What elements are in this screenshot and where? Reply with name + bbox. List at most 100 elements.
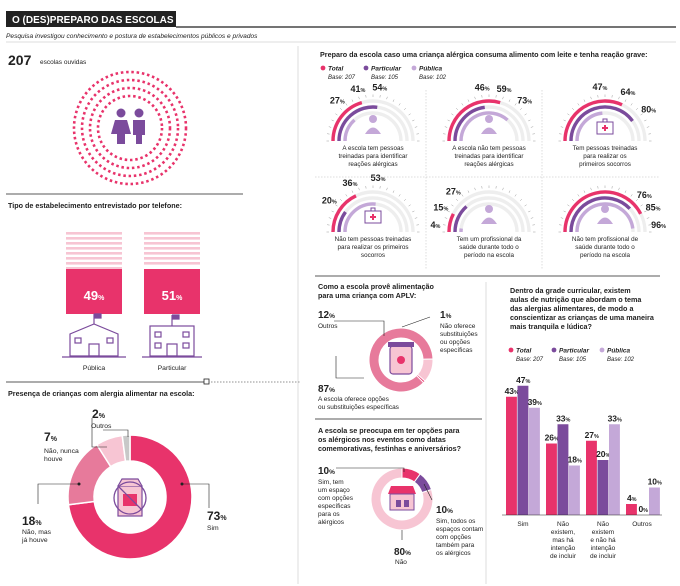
gauge-value-number: 27: [446, 186, 456, 196]
gauge-tick: [345, 194, 348, 197]
nutrition-bar-value-number: 26: [545, 433, 555, 443]
gauge-tick: [403, 198, 407, 202]
gauge-caption: Tem pessoas treinadas para realizar os pri…: [573, 145, 638, 168]
svg-text:Base: 102: Base: 102: [607, 357, 635, 363]
gauge-arc-particular: [569, 105, 634, 142]
school-type-stripe: [66, 252, 122, 255]
gauge-tick: [567, 113, 570, 116]
gauge-arc-particular: [453, 205, 468, 233]
school-type-stripes-publica: [66, 232, 122, 270]
nutrition-bar-value-unit: %: [554, 437, 559, 443]
gauge-tick: [502, 96, 504, 100]
gauge-tick: [447, 210, 450, 213]
gauge-track: [459, 202, 519, 233]
nutrition-bar-value: 18%: [568, 455, 582, 465]
gauge-tick: [577, 103, 580, 106]
gauge-tick: [635, 107, 639, 111]
gauge-arc-publica: [343, 118, 356, 142]
nutrition-bar-value-number: 47: [516, 375, 526, 385]
gauge-value-publica: 53%: [371, 173, 386, 183]
food-provision-donut: [368, 327, 434, 393]
gauge-tick: [461, 194, 464, 197]
gauge-caption-line: período na escola: [580, 252, 631, 259]
gauge-tick: [447, 119, 450, 122]
gauge-caption-line: primeiros socorros: [579, 161, 631, 168]
gauge-tick: [624, 190, 627, 193]
gauge-tick: [530, 126, 534, 128]
gauge-tick: [398, 103, 401, 106]
preparedness-gauges: 41% 54%27%A escola tem pessoas treinadas p…: [322, 82, 666, 259]
school-type-label-publica: Pública: [83, 365, 106, 372]
gauge-value-unit: %: [527, 99, 532, 105]
gauge-tick: [563, 210, 566, 213]
gauge-arc-total: [447, 99, 501, 142]
nutrition-bar-value-number: 0: [638, 504, 643, 514]
nutrition-bar-value-number: 39: [528, 397, 538, 407]
svg-text:Total: Total: [516, 348, 531, 355]
svg-text:Particular: Particular: [559, 348, 589, 355]
gauge-value-unit: %: [651, 108, 656, 114]
presence-pct-sim: 73%: [207, 509, 227, 523]
gauge-tick: [528, 119, 531, 122]
doctor-icon: [481, 205, 497, 224]
food-pct-nao-oferece: 1%: [440, 310, 452, 321]
nutrition-bar-value-unit: %: [632, 497, 637, 503]
gauge-tick: [398, 194, 401, 197]
nutrition-bar-value-number: 10: [648, 477, 658, 487]
gauge-tick: [455, 198, 459, 202]
school-type-fill-particular: [144, 269, 200, 314]
nutrition-bar-value: 20%: [596, 449, 610, 459]
school-type-stripe: [144, 232, 200, 235]
gauge-value-unit: %: [340, 99, 345, 105]
gauge-value-publica: 47%: [592, 82, 607, 92]
nutrition-bar-particular: [597, 460, 609, 515]
gauge-tick: [590, 187, 592, 191]
nutrition-cat-intencao: Não existem, mas há intenção de incluir: [550, 521, 577, 560]
gauge-tick: [392, 190, 395, 193]
nutrition-bar-value-number: 20: [596, 449, 606, 459]
gauge-tick: [530, 217, 534, 219]
nutrition-cat-sim: Sim: [517, 521, 528, 528]
gauge-tick: [331, 210, 334, 213]
nutrition-bar-value: 0%: [638, 504, 648, 514]
events-text-espaco: Sim, tem um espaço com opções específicas pa…: [318, 479, 354, 526]
gauge-tick: [524, 204, 527, 207]
gauge-dividers: [315, 90, 660, 270]
nutrition-bar-particular: [517, 385, 529, 515]
gauge-arc-publica: [575, 202, 635, 233]
gauge-tick: [560, 217, 564, 219]
gauge-tick: [524, 113, 527, 116]
nutrition-bar-value-number: 27: [585, 430, 595, 440]
sample-dotted-rings: [72, 70, 188, 186]
gauge-tick: [624, 99, 627, 102]
gauge-caption-line: treinadas para identificar: [455, 153, 524, 160]
nutrition-bar-value-unit: %: [643, 508, 648, 514]
events-text-nao: Não: [395, 559, 407, 566]
gauge-tick: [474, 187, 476, 191]
school-type-stripe: [144, 262, 200, 265]
events-pct-espaco: 10%: [318, 466, 335, 477]
gauge-tick: [408, 113, 411, 116]
gauge-tick: [571, 198, 575, 202]
gauge-caption-line: treinadas para identificar: [339, 153, 408, 160]
gauge-caption: Não tem pessoas treinadas para realizar o…: [335, 236, 412, 259]
gauge-5: 15%27%4%Tem um profissional da saúde dura…: [430, 185, 536, 259]
nutrition-bar-value-unit: %: [526, 379, 531, 385]
gauge-tick: [414, 217, 418, 219]
gauge-tick: [451, 113, 454, 116]
gauge-tick: [403, 107, 407, 111]
person-icon: [365, 115, 381, 134]
nutrition-title: Dentro da grade curricular, existem aulas…: [510, 286, 655, 331]
svg-text:Base: 207: Base: 207: [328, 75, 356, 81]
events-pct-nao: 80%: [394, 547, 411, 558]
svg-text:Base: 207: Base: 207: [516, 357, 544, 363]
gauge-tick: [451, 204, 454, 207]
svg-text:Base: 105: Base: 105: [371, 75, 399, 81]
gauge-value-number: 53: [371, 173, 381, 183]
gauge-value-number: 20: [322, 195, 332, 205]
school-type-stripe: [66, 247, 122, 250]
gauge-arc-total: [331, 194, 357, 233]
gauge-tick: [646, 217, 650, 219]
nutrition-bar-value: 47%: [516, 375, 530, 385]
doctor-icon: [597, 205, 613, 224]
